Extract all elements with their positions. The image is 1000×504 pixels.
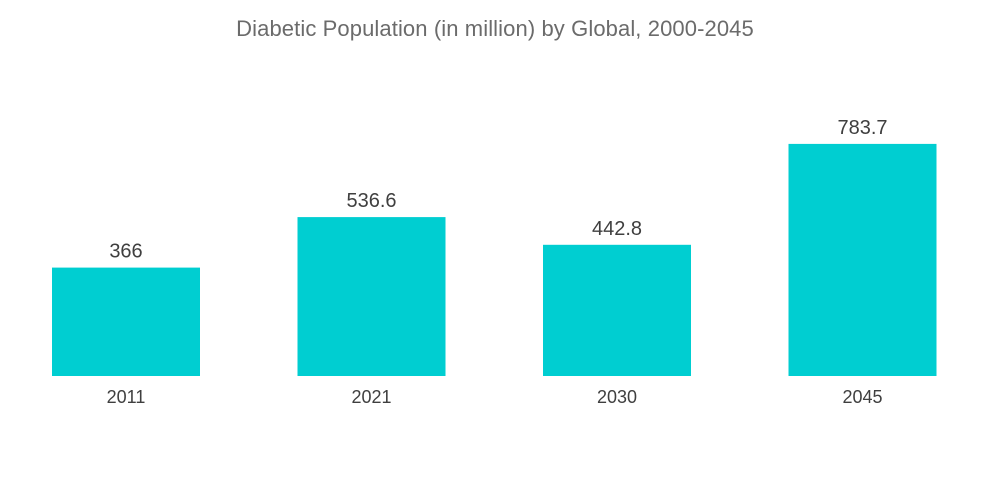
bar-2011 bbox=[52, 267, 200, 376]
chart-title: Diabetic Population (in million) by Glob… bbox=[236, 16, 754, 41]
x-tick-label-2011: 2011 bbox=[107, 387, 146, 407]
x-tick-label-2030: 2030 bbox=[597, 387, 637, 407]
value-label-2030: 442.8 bbox=[592, 218, 642, 240]
bar-2030 bbox=[543, 244, 691, 376]
bars-group bbox=[52, 143, 937, 376]
x-tick-label-2045: 2045 bbox=[842, 387, 882, 407]
bar-2045 bbox=[788, 143, 937, 376]
value-label-2045: 783.7 bbox=[837, 117, 887, 139]
x-tick-label-2021: 2021 bbox=[351, 387, 391, 407]
bar-2021 bbox=[297, 217, 446, 376]
value-label-2021: 536.6 bbox=[346, 190, 396, 212]
value-labels-group: 366 536.6 442.8 783.7 bbox=[109, 117, 887, 263]
value-label-2011: 366 bbox=[109, 241, 142, 263]
x-axis-ticks: 2011 2021 2030 2045 bbox=[107, 387, 883, 407]
